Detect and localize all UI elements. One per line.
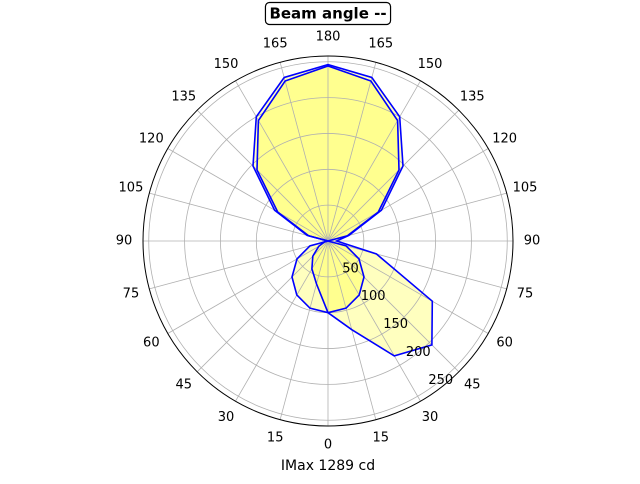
- theta-tick-label: 120: [492, 132, 517, 147]
- theta-tick-label: 150: [418, 57, 443, 72]
- grid-spoke: [327, 240, 489, 334]
- grid-spoke: [327, 80, 421, 242]
- area-fill: [253, 64, 433, 356]
- grid-spoke: [149, 192, 329, 242]
- grid-spoke: [196, 240, 329, 373]
- grid-spoke: [327, 240, 460, 373]
- theta-tick-label: 0: [324, 438, 332, 453]
- grid-spoke: [167, 148, 329, 242]
- series-line: [256, 65, 400, 314]
- grid-spoke: [327, 62, 377, 242]
- theta-tick-label: 165: [368, 36, 393, 51]
- grid-spoke: [196, 109, 329, 242]
- r-tick-label: 150: [383, 317, 408, 332]
- theta-tick-label: 165: [263, 36, 288, 51]
- theta-tick-label: 105: [513, 181, 538, 196]
- grid-spoke: [167, 240, 329, 334]
- outer-frame: [142, 55, 514, 427]
- grid-spoke: [235, 240, 329, 402]
- theta-tick-label: 180: [316, 30, 341, 45]
- grid-spoke: [279, 62, 329, 242]
- theta-tick-label: 120: [139, 132, 164, 147]
- theta-tick-label: 30: [218, 410, 235, 425]
- grid-spoke: [327, 192, 507, 242]
- theta-tick-label: 15: [373, 431, 390, 446]
- title-box: [264, 1, 392, 26]
- theta-tick-label: 45: [175, 378, 192, 393]
- theta-tick-label: 60: [143, 336, 160, 351]
- grid-spoke: [327, 240, 421, 402]
- r-tick-label: 200: [406, 345, 431, 360]
- theta-tick-label: 75: [123, 286, 140, 301]
- chart-title: Beam angle --: [269, 5, 386, 23]
- r-tick-label: 250: [428, 373, 453, 388]
- grid-spoke: [327, 240, 507, 290]
- theta-tick-label: 15: [267, 431, 284, 446]
- grid-spoke: [279, 240, 329, 420]
- grid-spoke: [235, 80, 329, 242]
- r-tick-label: 50: [342, 261, 359, 276]
- theta-tick-label: 75: [517, 286, 534, 301]
- grid-spoke: [327, 148, 489, 242]
- grid-spoke: [327, 109, 460, 242]
- theta-tick-label: 30: [422, 410, 439, 425]
- theta-tick-label: 105: [119, 181, 144, 196]
- grid-spoke: [149, 240, 329, 290]
- x-axis-label: IMax 1289 cd: [281, 458, 375, 474]
- theta-tick-label: 90: [116, 234, 133, 249]
- theta-tick-label: 135: [460, 89, 485, 104]
- theta-tick-label: 135: [171, 89, 196, 104]
- r-tick-label: 100: [361, 289, 386, 304]
- theta-tick-label: 60: [496, 336, 513, 351]
- series-line: [252, 63, 434, 357]
- theta-tick-label: 45: [464, 378, 481, 393]
- theta-tick-label: 150: [214, 57, 239, 72]
- theta-tick-label: 90: [524, 234, 541, 249]
